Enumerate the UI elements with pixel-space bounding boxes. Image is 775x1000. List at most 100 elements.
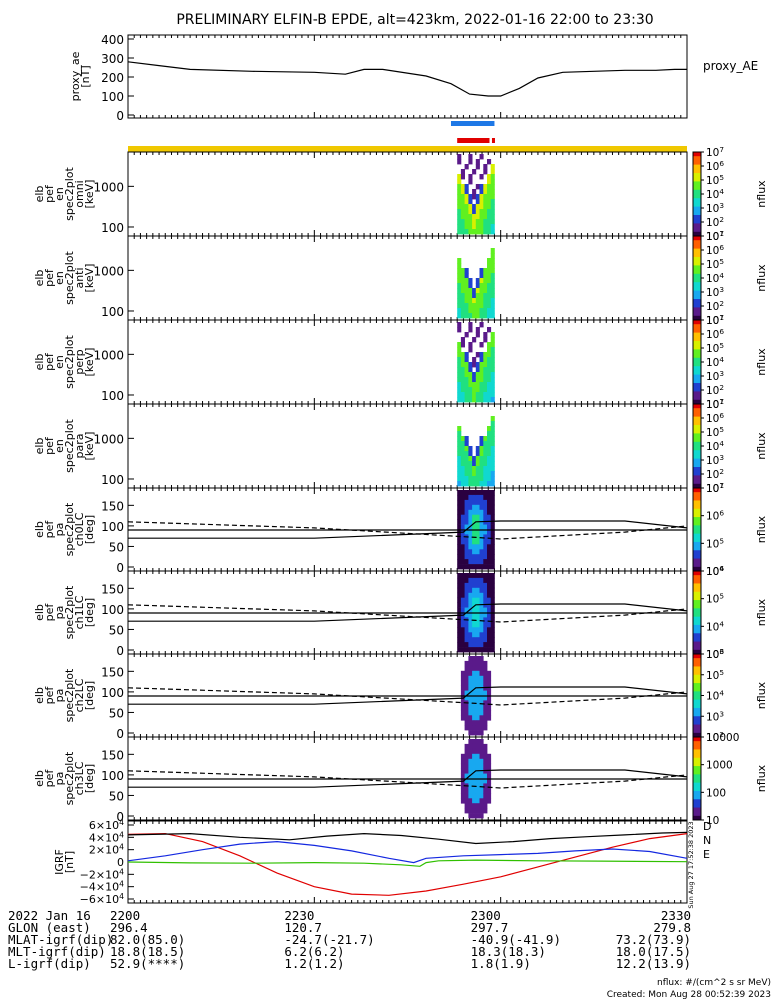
spectrum-pixel <box>472 544 477 550</box>
colorbar-segment <box>693 303 701 306</box>
colorbar-segment <box>693 339 701 342</box>
science-zone-bar <box>450 121 495 126</box>
spectrum-pixel <box>460 773 465 779</box>
spectrum-pixel <box>472 494 477 501</box>
colorbar-segment <box>693 391 701 394</box>
orbit-row-label: MLAT-igrf(dip) <box>8 932 114 947</box>
spectrum-pixel <box>475 298 480 304</box>
spectrum-pixel <box>483 461 488 467</box>
spectrum-pixel <box>475 524 480 530</box>
spectrum-pixel <box>487 490 492 496</box>
colorbar-segment <box>693 608 701 611</box>
spectrum-pixel <box>464 466 469 472</box>
colorbar-segment <box>693 525 701 528</box>
colorbar-segment <box>693 385 701 388</box>
spectrum-pixel <box>460 293 465 299</box>
colorbar-segment <box>693 427 701 430</box>
spectrum-pixel <box>487 229 492 235</box>
colorbar-segment <box>693 335 701 338</box>
y-tick-label: 200 <box>101 71 124 85</box>
spectrum-pixel <box>479 808 484 814</box>
y-label-line: en <box>53 187 66 201</box>
colorbar-segment <box>693 315 701 318</box>
spectrum-pixel <box>457 327 462 333</box>
colorbar-label: nflux <box>755 598 768 626</box>
spectrum-pixel <box>479 783 484 789</box>
colorbar-segment <box>693 701 701 703</box>
y-label-line: elb <box>33 687 46 704</box>
spectrum-pixel <box>472 490 477 496</box>
colorbar-segment <box>693 180 701 182</box>
orbit-row-value: 1.2(1.2) <box>284 956 345 971</box>
spectrum-pixel <box>490 446 495 452</box>
spectrum-pixel <box>464 660 469 667</box>
y-label-line: anti <box>73 267 86 288</box>
spectrum-pixel <box>479 441 484 447</box>
colorbar-segment <box>693 489 701 492</box>
spectrum-pixel <box>475 504 480 511</box>
colorbar-segment <box>693 450 701 453</box>
colorbar-segment <box>693 290 701 293</box>
colorbar-segment <box>693 324 701 327</box>
colorbar-segment <box>693 310 701 313</box>
spectrum-pixel <box>460 577 465 584</box>
spectrum-pixel <box>460 189 465 195</box>
spectrum-pixel <box>468 471 473 477</box>
spectrum-pixel <box>490 352 495 358</box>
y-label-line: [keV] <box>83 348 96 377</box>
colorbar-segment <box>693 469 701 472</box>
colorbar-tick-label: 107 <box>706 313 724 328</box>
spectrum-pixel <box>483 514 488 520</box>
spectrum-pixel <box>464 456 469 462</box>
spectrum-pixel <box>472 397 477 403</box>
orbit-row-value: -40.9(-41.9) <box>470 932 561 947</box>
igrf-legend-n: N <box>703 834 711 847</box>
colorbar-segment <box>693 213 701 216</box>
spectrum-pixel <box>464 224 469 230</box>
y-label-line: [deg] <box>83 598 96 627</box>
spectrum-pixel <box>468 788 473 794</box>
spectrum-pixel <box>479 308 484 314</box>
colorbar-segment <box>693 311 701 314</box>
spectrum-pixel <box>483 587 488 594</box>
colorbar-segment <box>693 446 701 448</box>
colorbar-segment <box>693 350 701 353</box>
spectrum-pixel <box>472 288 477 294</box>
spectrum-pixel <box>475 451 480 457</box>
colorbar-segment <box>693 790 701 793</box>
colorbar-segment <box>693 432 701 434</box>
spectrum-pixel <box>479 494 484 501</box>
eclipse-bar <box>128 146 687 152</box>
colorbar-segment <box>693 802 701 804</box>
spectrum-pixel <box>479 763 484 769</box>
colorbar-segment <box>693 408 701 411</box>
colorbar-segment <box>693 380 701 383</box>
spectrum-pixel <box>475 700 480 706</box>
spectrum-pixel <box>472 592 477 599</box>
y-label-line: omni <box>73 180 86 207</box>
spectrum-pixel <box>483 367 488 373</box>
spectrum-pixel <box>460 367 465 373</box>
y-label-line: ch0LC <box>73 512 86 546</box>
colorbar-segment <box>693 447 701 450</box>
colorbar-segment <box>693 478 701 481</box>
spectrum-pixel <box>479 219 484 225</box>
spectrum-pixel <box>483 273 488 279</box>
spectrum-pixel <box>464 773 469 779</box>
spectrum-pixel <box>475 499 480 506</box>
spectrum-pixel <box>483 189 488 195</box>
colorbar-segment <box>693 376 701 378</box>
colorbar-tick-label: 105 <box>706 425 724 440</box>
spectrum-pixel <box>472 612 477 618</box>
colorbar-segment <box>693 788 701 791</box>
spectrum-pixel <box>468 773 473 779</box>
spectrum-pixel <box>468 451 473 457</box>
spectrum-pixel <box>490 273 495 279</box>
spectrum-pixel <box>479 268 484 274</box>
spectrum-pixel <box>479 798 484 804</box>
spectrum-pixel <box>472 685 477 691</box>
spectrum-pixel <box>475 788 480 794</box>
y-tick-label: −4×104 <box>80 879 124 894</box>
spectrum-pixel <box>464 803 469 809</box>
